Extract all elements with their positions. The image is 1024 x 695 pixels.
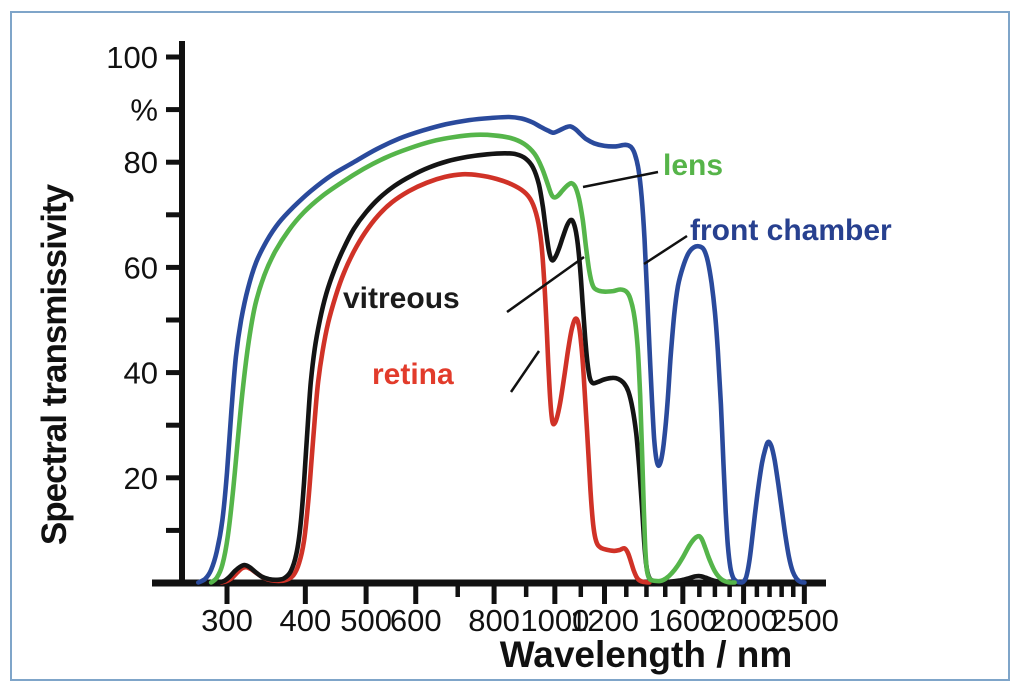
annotation-label-front-chamber: front chamber — [690, 214, 892, 247]
x-tick-label: 800 — [468, 603, 520, 638]
x-tick-label: 1600 — [648, 603, 717, 638]
y-tick-label: % — [130, 93, 158, 128]
curve-front-chamber — [196, 114, 807, 585]
curve-vitreous — [216, 151, 734, 585]
x-tick-label: 600 — [390, 603, 442, 638]
y-axis-title: Spectral transmissivity — [35, 183, 74, 545]
x-tick-label: 2000 — [709, 603, 778, 638]
x-tick-label: 2500 — [770, 603, 839, 638]
y-tick-label: 80 — [124, 145, 158, 180]
y-tick-label: 40 — [124, 356, 158, 391]
curve-retina — [218, 171, 652, 585]
annotation-label-lens: lens — [663, 149, 723, 182]
x-tick-label: 300 — [201, 603, 253, 638]
curve-lens — [208, 132, 737, 585]
x-tick-label: 1200 — [570, 603, 639, 638]
x-tick-label: 500 — [340, 603, 392, 638]
y-tick-label: 100 — [106, 40, 158, 75]
annotation-leader-front-chamber — [643, 234, 688, 266]
y-tick-label: 60 — [124, 250, 158, 285]
figure-border-frame — [10, 11, 1010, 681]
annotation-leader-retina — [509, 350, 541, 393]
y-tick-label: 20 — [124, 461, 158, 496]
x-axis-title: Wavelength / nm — [500, 634, 793, 675]
annotation-leader-vitreous — [506, 255, 585, 314]
annotation-label-retina: retina — [372, 358, 454, 391]
annotation-label-vitreous: vitreous — [343, 282, 460, 315]
x-tick-label: 1000 — [520, 603, 589, 638]
x-tick-label: 400 — [279, 603, 331, 638]
annotation-leader-lens — [582, 170, 659, 189]
